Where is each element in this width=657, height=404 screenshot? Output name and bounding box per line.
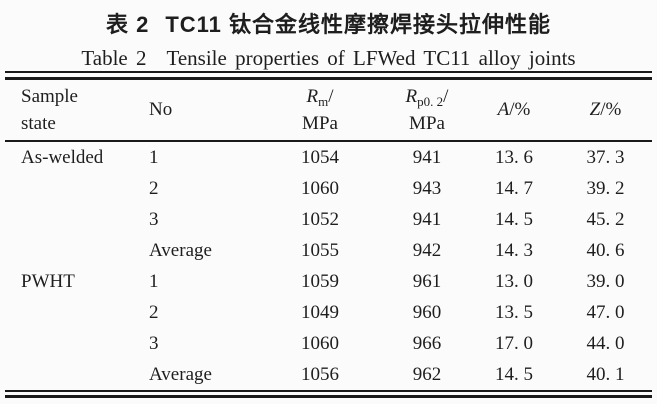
cell-a: 13. 5 [495,301,533,323]
cell-no: Average [149,239,212,261]
cell-sample-state: As-welded [21,146,104,168]
table-row: PWHT 1 1059 961 13. 0 39. 0 [5,266,652,297]
cell-z: 40. 1 [586,363,625,385]
cell-z: 40. 6 [586,239,625,261]
cell-a: 13. 0 [495,270,533,292]
table-caption-en-text: Tensile properties of LFWed TC11 alloy j… [166,46,576,70]
cell-rp02: 943 [412,177,442,199]
cell-rp02: 941 [412,208,442,230]
header-elongation: A/% [497,99,531,120]
table-top-rule [5,71,652,80]
cell-a: 14. 5 [495,363,533,385]
cell-rp02: 942 [412,239,442,261]
header-sample-state: Sample state [5,80,135,140]
table-row: 3 1060 966 17. 0 44. 0 [5,328,652,359]
cell-rm: 1060 [301,177,339,199]
cell-rm: 1049 [301,301,339,323]
header-rm-symbol: Rm/ [306,86,334,109]
header-sample-state-line2: state [21,113,56,134]
cell-no: 3 [149,332,159,354]
cell-rp02: 960 [412,301,442,323]
cell-no: Average [149,363,212,385]
cell-z: 44. 0 [586,332,625,354]
cell-no: 3 [149,208,159,230]
cell-a: 14. 7 [495,177,533,199]
table-row: 2 1049 960 13. 5 47. 0 [5,297,652,328]
cell-rm: 1060 [301,332,339,354]
table-row: Average 1056 962 14. 5 40. 1 [5,359,652,390]
cell-z: 39. 2 [586,177,625,199]
table-caption-zh-label: 表 2 [105,12,150,37]
cell-rp02: 961 [412,270,442,292]
table-row: As-welded 1 1054 941 13. 6 37. 3 [5,142,652,173]
header-no: No [149,99,173,120]
cell-rm: 1052 [301,208,339,230]
table-caption-en-label: Table 2 [81,46,147,70]
cell-z: 37. 3 [586,146,625,168]
cell-a: 13. 6 [495,146,533,168]
table-caption-en: Table 2 Tensile properties of LFWed TC11 … [0,46,657,71]
cell-no: 2 [149,177,159,199]
cell-a: 14. 3 [495,239,533,261]
cell-no: 1 [149,146,159,168]
table-bottom-rule [5,390,652,398]
cell-rp02: 941 [412,146,442,168]
table-caption-zh: 表 2 TC11 钛合金线性摩擦焊接头拉伸性能 [0,0,657,39]
header-sample-state-line1: Sample [21,86,78,107]
cell-no: 1 [149,270,159,292]
cell-rp02: 962 [412,363,442,385]
cell-a: 17. 0 [495,332,533,354]
table-row: 2 1060 943 14. 7 39. 2 [5,173,652,204]
cell-rm: 1054 [301,146,339,168]
cell-rp02: 966 [412,332,442,354]
cell-z: 45. 2 [586,208,625,230]
cell-rm: 1059 [301,270,339,292]
table-row: 3 1052 941 14. 5 45. 2 [5,204,652,235]
header-rm-unit: MPa [302,113,338,134]
header-reduction: Z/% [589,99,622,120]
cell-no: 2 [149,301,159,323]
cell-rm: 1056 [301,363,339,385]
cell-a: 14. 5 [495,208,533,230]
header-rp02-unit: MPa [409,113,445,134]
cell-z: 39. 0 [586,270,625,292]
header-rm: Rm/ MPa [255,80,385,140]
table-header-row: Sample state No Rm/ MPa Rp0. 2/ MPa A/% … [5,80,652,140]
cell-z: 47. 0 [586,301,625,323]
header-rp02-symbol: Rp0. 2/ [405,86,449,109]
header-rp02: Rp0. 2/ MPa [385,80,469,140]
table-caption-zh-text: TC11 钛合金线性摩擦焊接头拉伸性能 [165,12,552,37]
table-header-rule [5,140,652,142]
cell-rm: 1055 [301,239,339,261]
table-body: As-welded 1 1054 941 13. 6 37. 3 2 1060 … [5,142,652,390]
table-row: Average 1055 942 14. 3 40. 6 [5,235,652,266]
cell-sample-state: PWHT [21,270,75,292]
data-table: Sample state No Rm/ MPa Rp0. 2/ MPa A/% … [5,71,652,398]
